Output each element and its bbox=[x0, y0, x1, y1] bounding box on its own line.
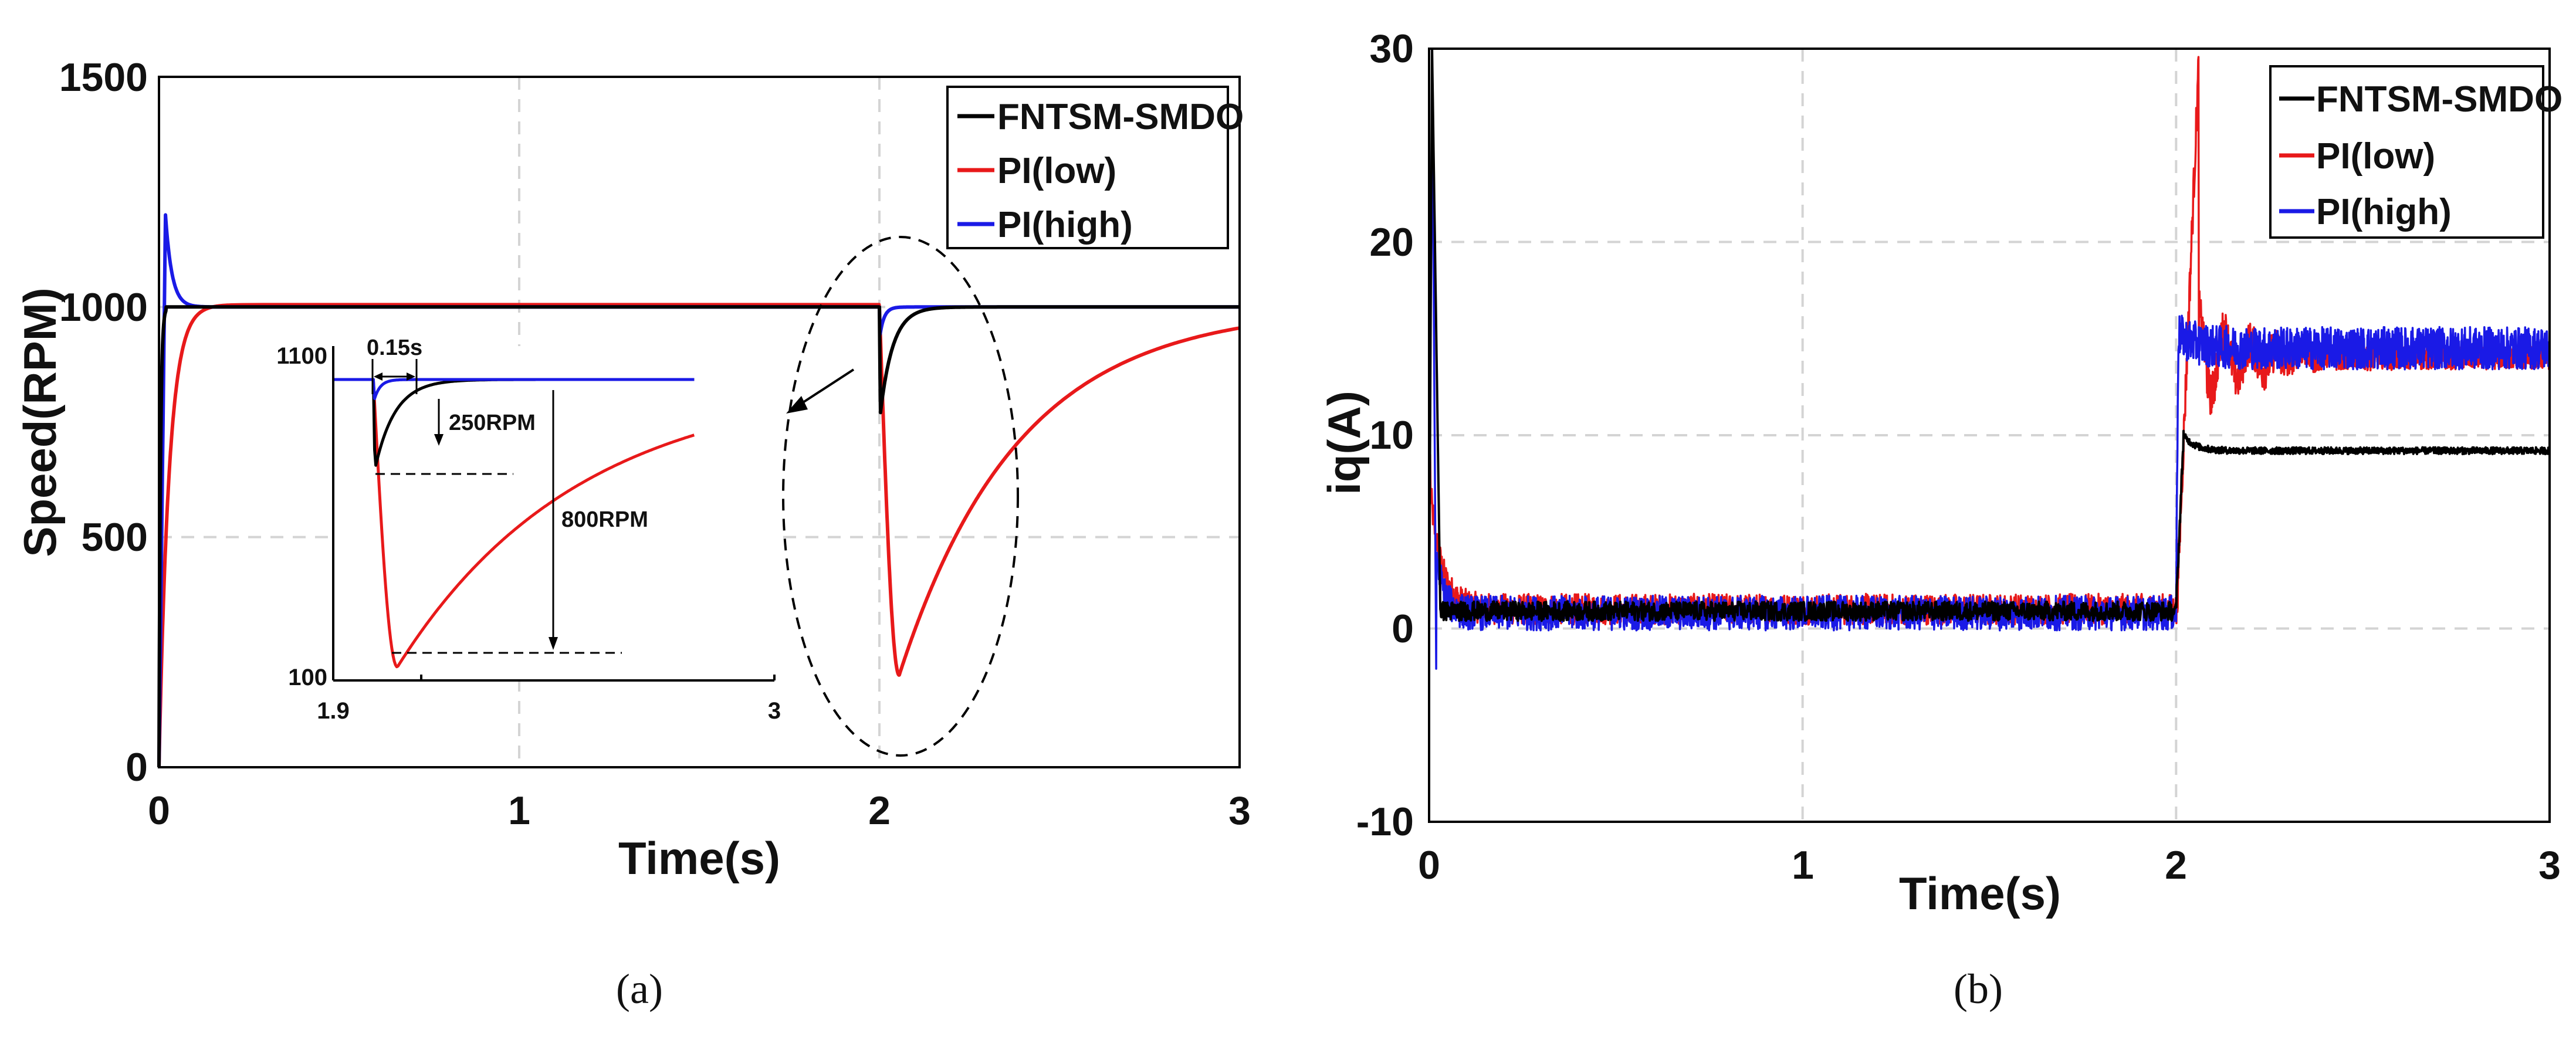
panel-a-legend-pilow: PI(low) bbox=[997, 151, 1116, 191]
panel-a-inset-xtick-1.9: 1.9 bbox=[317, 698, 350, 724]
panel-a-inset-annot-800rpm: 800RPM bbox=[561, 507, 648, 532]
panel-a-inset-bracket-arrow-r bbox=[407, 372, 415, 381]
panel-a: 0 500 1000 1500 0 1 2 3 Time(s) Speed(RP… bbox=[14, 55, 1251, 1012]
panel-b-xlabel: Time(s) bbox=[1899, 868, 2061, 919]
panel-b-line-fntsm bbox=[1428, 48, 2551, 629]
panel-a-ylabel: Speed(RPM) bbox=[14, 287, 66, 557]
panel-b-lines bbox=[1428, 48, 2551, 670]
panel-a-inset-line-pihigh bbox=[333, 378, 695, 400]
panel-a-inset-xtick-3: 3 bbox=[768, 698, 781, 724]
panel-a-inset-lines bbox=[333, 378, 695, 669]
panel-a-ytick-0: 0 bbox=[126, 745, 148, 790]
panel-a-xtick-1: 1 bbox=[508, 788, 530, 833]
panel-a-caption: (a) bbox=[616, 966, 663, 1012]
panel-a-inset-line-pilow bbox=[333, 378, 695, 669]
panel-a-xtick-0: 0 bbox=[148, 788, 170, 833]
panel-b-legend: FNTSM-SMDO PI(low) PI(high) bbox=[2269, 65, 2563, 239]
panel-b-ytick-0: 0 bbox=[1392, 607, 1414, 651]
panel-b-xtick-3: 3 bbox=[2538, 843, 2561, 887]
panel-a-zoom-ellipse bbox=[782, 236, 1019, 757]
panel-b-xtick-1: 1 bbox=[1792, 843, 1814, 887]
panel-b-legend-pihigh: PI(high) bbox=[2316, 192, 2452, 232]
panel-a-inset-ytick-100: 100 bbox=[288, 665, 327, 690]
panel-a-inset-bracket-arrow-l bbox=[374, 372, 382, 381]
panel-a-inset-annot-015s: 0.15s bbox=[367, 336, 422, 360]
panel-b-xtick-0: 0 bbox=[1418, 843, 1440, 887]
panel-b-xtick-2: 2 bbox=[2165, 843, 2187, 887]
panel-a-lines bbox=[157, 213, 1240, 768]
panel-a-legend-box bbox=[946, 86, 1229, 249]
panel-a-inset-ytick-1100: 1100 bbox=[276, 343, 327, 369]
panel-a-axes-frame bbox=[158, 76, 1241, 768]
panel-b-ytick-m10: -10 bbox=[1356, 800, 1414, 844]
panel-a-ytick-1000: 1000 bbox=[59, 285, 148, 330]
panel-a-zoom-arrowhead bbox=[786, 396, 808, 414]
panel-b-ylabel: iq(A) bbox=[1318, 391, 1370, 495]
panel-b-legend-box bbox=[2269, 65, 2544, 239]
panel-a-inset-annot-250rpm: 250RPM bbox=[449, 411, 536, 435]
panel-a-legend-pihigh: PI(high) bbox=[997, 205, 1133, 245]
panel-a-legend-fntsm: FNTSM-SMDO bbox=[997, 97, 1244, 137]
panel-b: -10 0 10 20 30 0 1 2 3 Time(s) iq(A) FNT… bbox=[1318, 26, 2563, 1012]
panel-a-ytick-500: 500 bbox=[82, 515, 148, 560]
panel-b-ytick-20: 20 bbox=[1369, 220, 1414, 265]
panel-a-line-fntsm bbox=[157, 305, 1240, 768]
panel-b-legend-pilow: PI(low) bbox=[2316, 136, 2435, 177]
panel-a-line-pilow bbox=[157, 303, 1240, 768]
panel-a-xtick-2: 2 bbox=[868, 788, 891, 833]
panel-b-ytick-30: 30 bbox=[1369, 26, 1414, 71]
panel-a-inset-250-arrowhead bbox=[434, 434, 444, 446]
panel-b-axes-frame bbox=[1428, 48, 2551, 823]
panel-a-xlabel: Time(s) bbox=[618, 832, 780, 884]
panel-b-legend-fntsm: FNTSM-SMDO bbox=[2316, 79, 2563, 120]
panel-a-ytick-1500: 1500 bbox=[59, 55, 148, 100]
panel-a-zoom-arrow bbox=[794, 368, 855, 409]
panel-a-inset: 1100 100 1.9 3 0.15s 250RPM 800RPM bbox=[276, 336, 781, 724]
panel-a-inset-800-arrowhead bbox=[549, 637, 558, 650]
panel-a-xtick-3: 3 bbox=[1228, 788, 1251, 833]
panel-b-caption: (b) bbox=[1954, 966, 2003, 1012]
panel-b-ytick-10: 10 bbox=[1369, 413, 1414, 458]
panel-a-legend: FNTSM-SMDO PI(low) PI(high) bbox=[946, 86, 1244, 249]
